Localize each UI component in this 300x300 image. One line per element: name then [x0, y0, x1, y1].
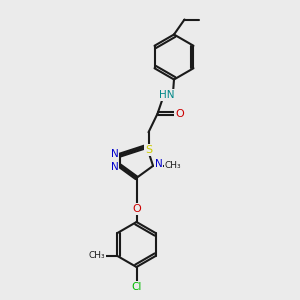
Text: O: O: [175, 109, 184, 119]
Text: O: O: [132, 204, 141, 214]
Text: N: N: [111, 162, 119, 172]
Text: CH₃: CH₃: [164, 161, 181, 170]
Text: HN: HN: [159, 90, 174, 100]
Text: CH₃: CH₃: [88, 251, 105, 260]
Text: N: N: [111, 148, 119, 159]
Text: S: S: [145, 145, 152, 155]
Text: N: N: [154, 159, 162, 170]
Text: Cl: Cl: [131, 281, 142, 292]
